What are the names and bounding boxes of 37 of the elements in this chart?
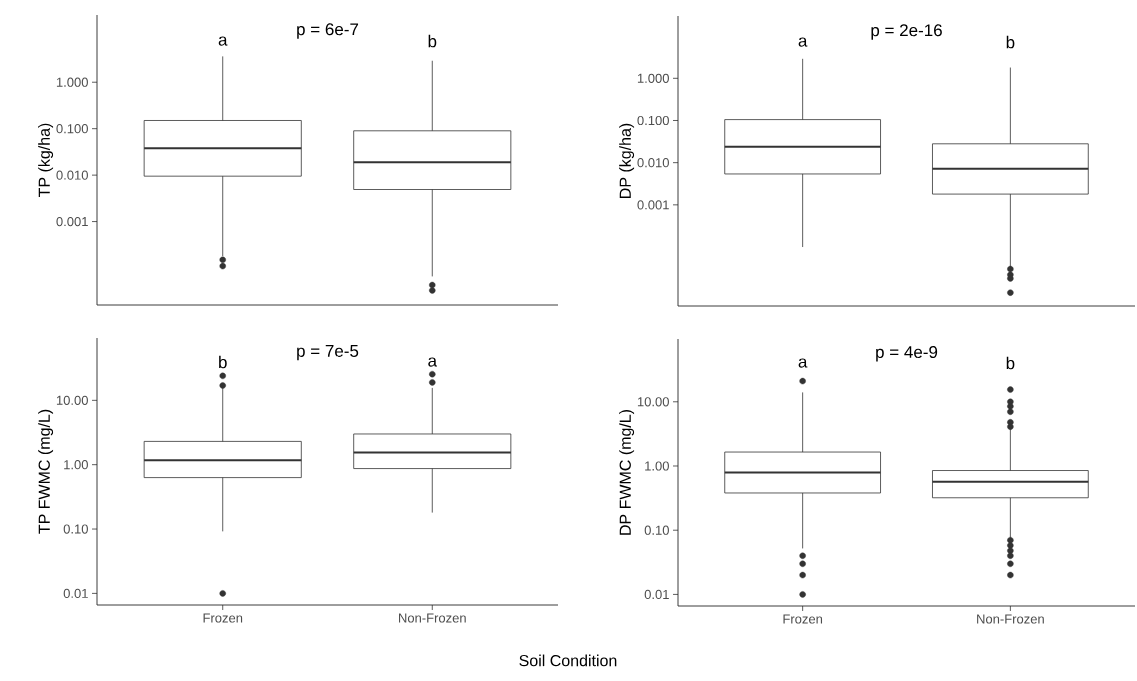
- y-tick-label: 0.10: [644, 525, 669, 535]
- y-axis-title: DP FWMC (mg/L): [619, 409, 635, 535]
- annotation: p = 7e-5: [297, 345, 359, 361]
- annotation: a: [428, 357, 438, 367]
- annotation: b: [428, 34, 437, 48]
- y-axis-title: TP (kg/ha): [38, 123, 54, 197]
- annotation: p = 4e-9: [876, 345, 938, 362]
- x-tick-label: Non-Frozen: [977, 614, 1044, 624]
- annotation: a: [798, 358, 808, 368]
- y-tick-label: 1.00: [645, 461, 669, 471]
- y-tick-label: 1.000: [637, 73, 669, 83]
- annotation: b: [1006, 356, 1015, 370]
- x-tick-label: Frozen: [783, 614, 823, 624]
- annotation: p = 6e-7: [297, 23, 359, 39]
- y-tick-label: 1.00: [64, 460, 88, 470]
- y-tick-label: 10.00: [56, 395, 88, 405]
- y-tick-label: 0.10: [63, 524, 88, 534]
- annotation: p = 2e-16: [871, 24, 942, 40]
- y-tick-label: 0.010: [56, 170, 88, 180]
- y-tick-label: 0.01: [644, 589, 669, 600]
- annotation: b: [1006, 35, 1015, 49]
- annotation: a: [218, 36, 228, 46]
- y-tick-label: 0.100: [637, 115, 669, 126]
- y-tick-label: 0.100: [56, 124, 88, 134]
- annotation: a: [798, 37, 808, 47]
- y-tick-label: 0.001: [637, 200, 669, 210]
- y-axis-title: TP FWMC (mg/L): [38, 409, 54, 534]
- x-tick-label: Non-Frozen: [399, 613, 466, 623]
- y-axis-title: DP (kg/ha): [619, 123, 635, 198]
- y-tick-label: 10.00: [637, 397, 669, 407]
- x-tick-label: Frozen: [203, 613, 243, 623]
- y-tick-label: 0.001: [56, 216, 88, 227]
- annotation: b: [219, 355, 227, 369]
- x-axis-title: Soil Condition: [519, 654, 617, 667]
- y-tick-label: 0.01: [63, 588, 88, 598]
- y-tick-label: 1.000: [56, 77, 88, 87]
- y-tick-label: 0.010: [637, 158, 669, 168]
